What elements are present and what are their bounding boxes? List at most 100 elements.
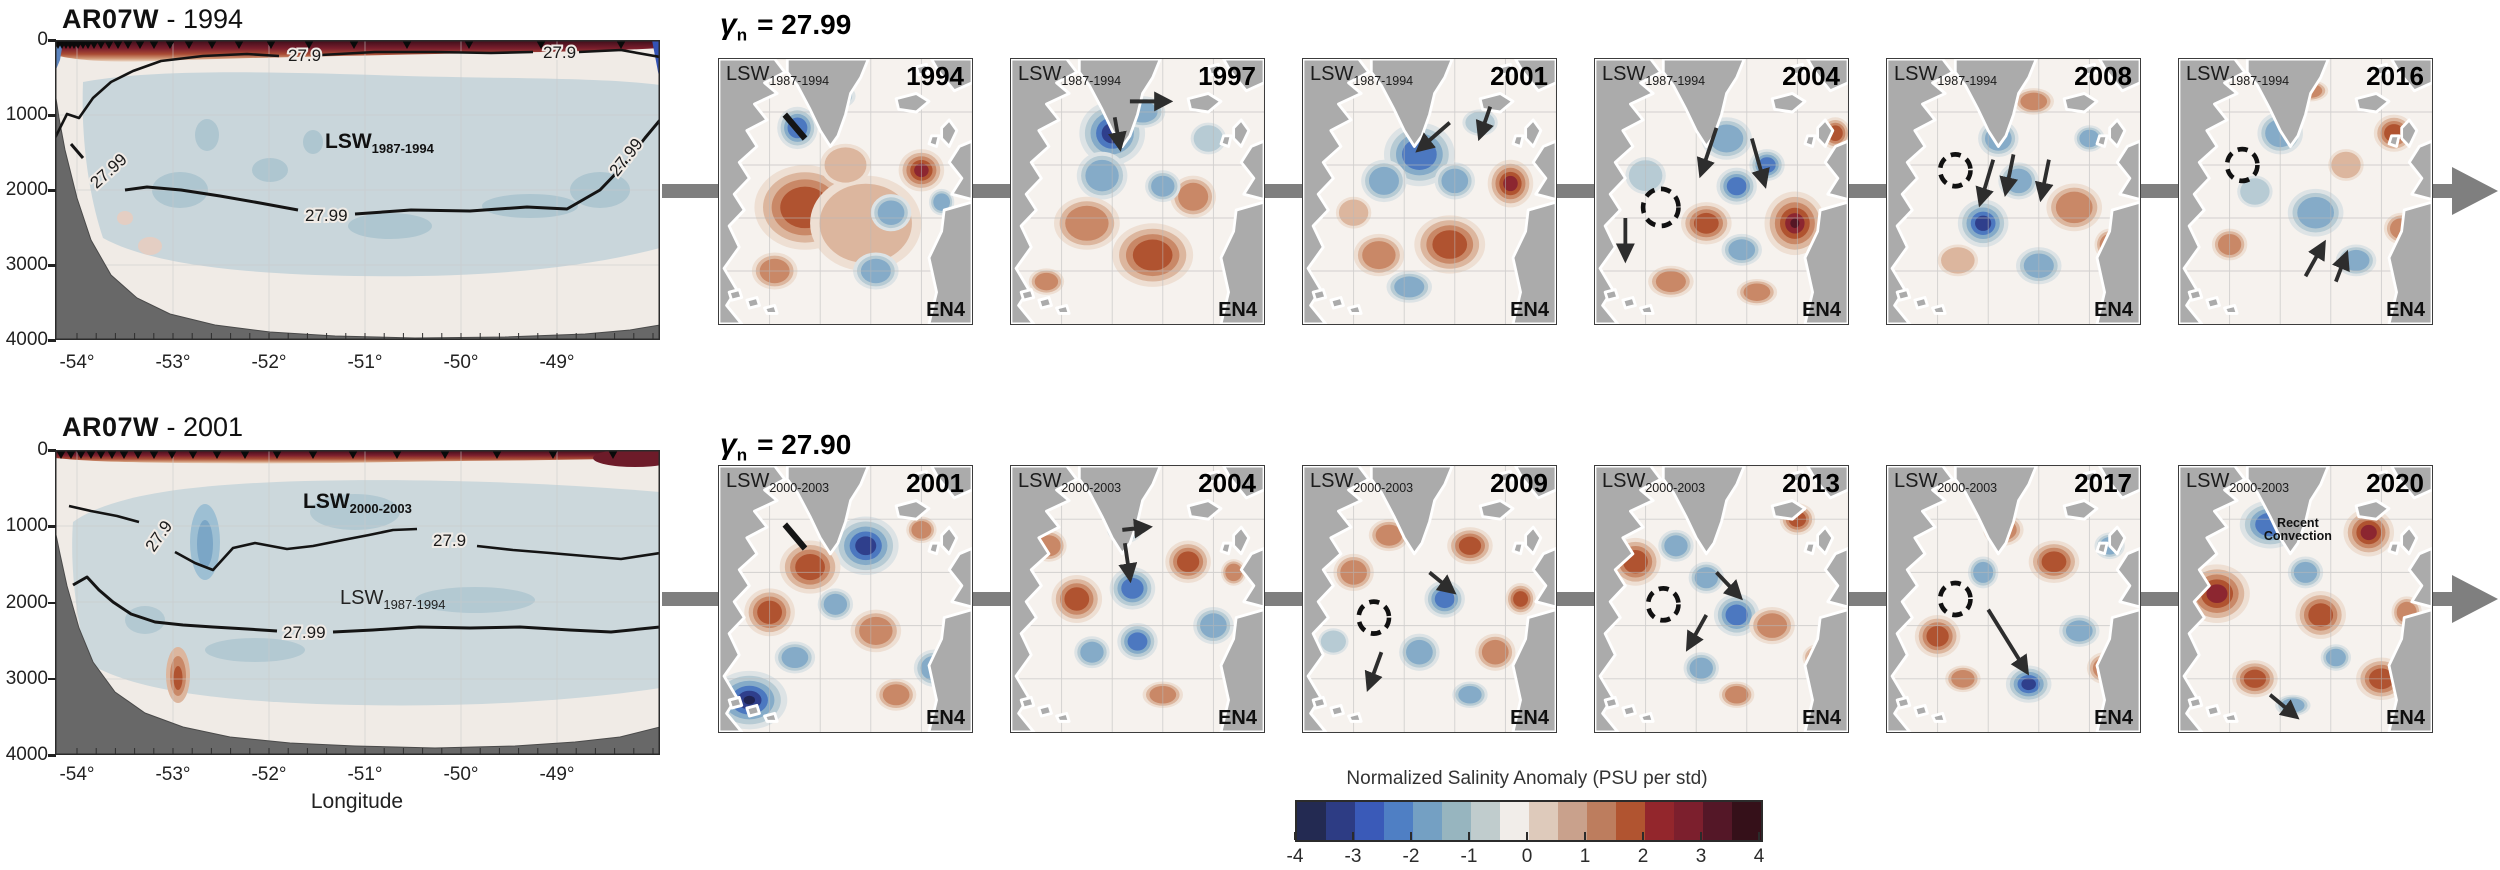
spreading-arrow xyxy=(1696,127,1719,179)
anomaly-map-2004-row1: LSW1987-1994 2004 EN4 xyxy=(1594,58,1849,325)
depth-tick-label: 4000 xyxy=(5,329,48,350)
depth-tick-mark xyxy=(48,114,56,117)
spreading-arrow xyxy=(1975,159,1996,208)
map-year: 2020 xyxy=(2366,468,2424,498)
colorbar-segment-3 xyxy=(1384,802,1413,840)
longitude-axis-label: Longitude xyxy=(310,790,404,813)
lsw-core-patches xyxy=(125,494,535,662)
water-mass-label: LSW1987-1994 xyxy=(2186,63,2290,88)
depth-tick-mark xyxy=(48,601,56,604)
dataset-label: EN4 xyxy=(926,707,965,729)
convection-dashed-circle xyxy=(2224,146,2260,184)
longitude-tick-label: -54° xyxy=(59,352,95,373)
colorbar-segment-11 xyxy=(1616,802,1645,840)
map-canvas xyxy=(1595,466,1848,732)
convection-dashed-circle xyxy=(1937,152,1973,189)
colorbar-segment-7 xyxy=(1500,802,1529,840)
spreading-arrow xyxy=(1364,651,1384,692)
map-year: 1994 xyxy=(906,61,964,91)
depth-tick-mark xyxy=(48,339,56,342)
spreading-arrow xyxy=(2034,159,2054,203)
section-1-title: AR07W - 1994 xyxy=(62,4,243,35)
depth-tick-label: 1000 xyxy=(5,104,48,125)
colorbar-tick-label: -2 xyxy=(1402,846,1420,867)
map-canvas xyxy=(2179,466,2432,732)
colorbar-segment-15 xyxy=(1732,802,1761,840)
depth-tick-label: 3000 xyxy=(5,254,48,275)
left-edge-cool-sliver xyxy=(55,40,63,72)
map-year: 2004 xyxy=(1198,468,1256,498)
surface-warm-band xyxy=(55,450,660,464)
contour-label-27.9-b: 27.9 xyxy=(543,43,576,62)
dataset-label: EN4 xyxy=(1510,707,1549,729)
row-2-timeline-arrow xyxy=(2452,575,2498,623)
section-plot-1994: 27.9 27.9 27.99 27.99 27.99 LSW1987-1994 xyxy=(55,40,660,340)
land xyxy=(1303,466,1556,732)
warm-anomaly-blob xyxy=(166,647,190,703)
map-canvas xyxy=(719,59,972,324)
land xyxy=(1011,466,1264,732)
depth-tick-mark xyxy=(48,677,56,681)
lsw-1987-1994-label: LSW1987-1994 xyxy=(325,130,435,156)
section-1-title-year: - 1994 xyxy=(159,4,244,34)
map-year: 2013 xyxy=(1782,468,1840,498)
water-mass-label: LSW2000-2003 xyxy=(2186,470,2290,495)
land xyxy=(2179,466,2432,732)
longitude-tick-label: -52° xyxy=(251,764,287,785)
depth-tick-label: 1000 xyxy=(5,515,48,537)
recent-convection-note: Recent Convection xyxy=(2263,515,2332,544)
bathymetry xyxy=(55,529,660,755)
longitude-tick-label: -54° xyxy=(59,764,95,785)
longitude-tick-label: -49° xyxy=(539,352,575,373)
spreading-arrow xyxy=(1750,137,1770,189)
convection-dashed-circle xyxy=(1937,580,1973,618)
colorbar-tick-label: 3 xyxy=(1695,846,1707,867)
row-1-timeline-arrow xyxy=(2452,167,2498,215)
land xyxy=(1887,466,2140,732)
dataset-label: EN4 xyxy=(926,299,965,321)
water-mass-label: LSW1987-1994 xyxy=(1310,63,1414,88)
lsw-2000-2003-label: LSW2000-2003 xyxy=(303,490,412,516)
row-2-gamma-header: γn = 27.90 xyxy=(720,428,851,466)
colorbar-segment-1 xyxy=(1326,802,1355,840)
dataset-label: EN4 xyxy=(1802,299,1841,321)
water-mass-label: LSW1987-1994 xyxy=(726,63,830,88)
cool-column-core xyxy=(197,520,213,568)
colorbar-tick-mark xyxy=(1584,832,1586,840)
map-year: 2009 xyxy=(1490,468,1548,498)
dataset-label: EN4 xyxy=(1218,299,1257,321)
contour-label-27.99-b: 27.99 xyxy=(305,206,348,225)
depth-tick-label: 2000 xyxy=(5,179,48,200)
water-mass-label: LSW2000-2003 xyxy=(1602,470,1706,495)
spreading-arrow xyxy=(2303,239,2326,278)
map-canvas xyxy=(1011,59,1264,324)
minor-x-ticks xyxy=(76,333,654,339)
right-warm-core xyxy=(593,450,660,467)
colorbar-segment-14 xyxy=(1703,802,1732,840)
longitude-tick-label: -50° xyxy=(443,352,479,373)
spreading-arrow xyxy=(1986,608,2030,676)
anomaly-map-2013-row2: LSW2000-2003 2013 EN4 xyxy=(1594,465,1849,733)
spreading-arrow xyxy=(1108,116,1127,152)
anomaly-map-2009-row2: LSW2000-2003 2009 EN4 xyxy=(1302,465,1557,733)
dataset-label: EN4 xyxy=(2386,707,2425,729)
colorbar-segment-0 xyxy=(1297,802,1326,840)
contour-label-27.9-a: 27.9 xyxy=(288,46,321,65)
ar7w-section-line xyxy=(782,522,808,551)
colorbar-segment-2 xyxy=(1355,802,1384,840)
water-mass-label: LSW1987-1994 xyxy=(1018,63,1122,88)
longitude-tick-label: -52° xyxy=(251,352,287,373)
land xyxy=(1887,59,2140,324)
grid-lines xyxy=(55,450,660,755)
anomaly-map-1997-row1: LSW1987-1994 1997 EN4 xyxy=(1010,58,1265,325)
colorbar-tick-mark xyxy=(1468,832,1470,840)
spreading-arrow xyxy=(2268,693,2300,720)
dataset-label: EN4 xyxy=(2386,299,2425,321)
depth-tick-mark xyxy=(48,189,56,192)
graticule xyxy=(1011,59,1264,324)
dataset-label: EN4 xyxy=(2094,299,2133,321)
colorbar-tick-mark xyxy=(1758,832,1760,840)
ar7w-section-line xyxy=(782,112,808,141)
spreading-arrow xyxy=(1122,518,1153,539)
anomaly-map-2017-row2: LSW2000-2003 2017 EN4 xyxy=(1886,465,2141,733)
